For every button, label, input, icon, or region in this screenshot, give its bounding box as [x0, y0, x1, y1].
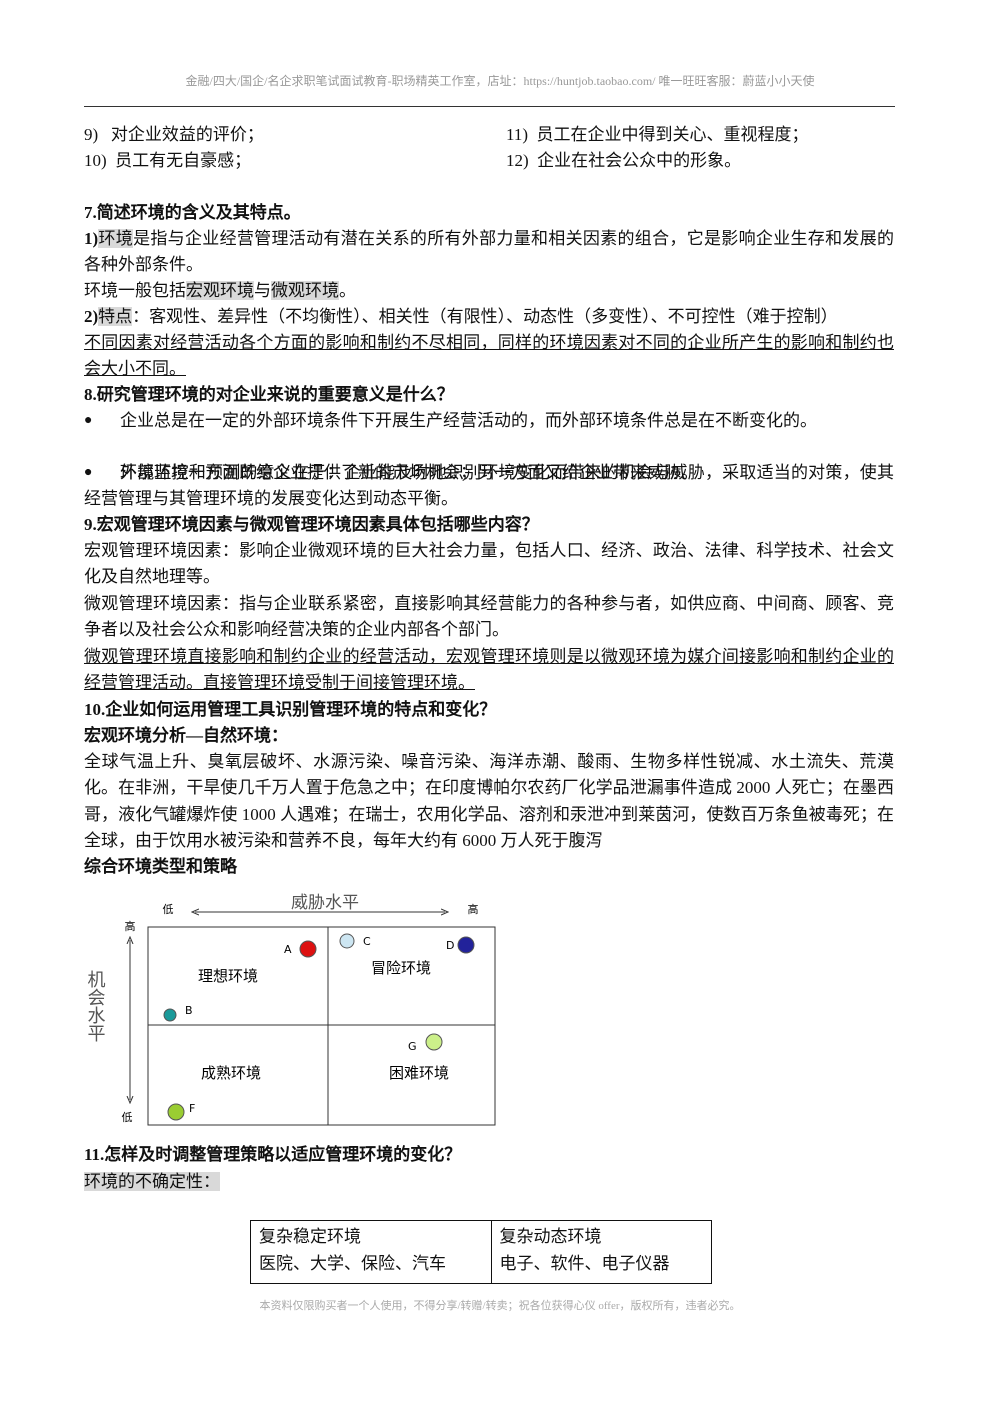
quadrant-label: 冒险环境 — [371, 959, 431, 977]
header-rule — [84, 106, 895, 107]
list-item: 10) 员工有无自豪感； — [84, 148, 894, 174]
cell-line: 电子、软件、电子仪器 — [499, 1254, 670, 1273]
point-label: A — [284, 943, 292, 956]
bullet-dot: ● — [84, 465, 93, 480]
paragraph: 环境一般包括宏观环境与微观环境。 — [84, 278, 894, 304]
text: 。 — [339, 281, 356, 300]
y-axis-label: 机会水平 — [85, 970, 106, 1042]
x-low: 低 — [163, 903, 174, 916]
num: 11) — [506, 125, 529, 144]
term: 宏观环境 — [186, 281, 254, 300]
heading: 8.研究管理环境的对企业来说的重要意义是什么？ — [84, 385, 454, 404]
text: ：客观性、差异性（不均衡性）、相关性（有限性）、动态性（多变性）、不可控性（难于… — [132, 307, 838, 326]
point — [425, 1033, 443, 1051]
matrix-frame — [147, 926, 496, 1126]
paragraph: 微观管理环境因素：指与企业联系紧密，直接影响其经营能力的各种参与者，如供应商、中… — [84, 594, 894, 640]
matrix-diagram: 低 威胁水平 高 高 低 机会水平 理想环境 冒险环境 成熟环境 困难环境 A … — [85, 893, 496, 1126]
point — [163, 1008, 177, 1022]
heading: 11.怎样及时调整管理策略以适应管理环境的变化？ — [84, 1145, 462, 1164]
text: 与 — [254, 281, 271, 300]
point — [339, 933, 355, 949]
paragraph: 不同因素对经营活动各个方面的影响和制约不尽相同，同样的环境因素对不同的企业所产生… — [84, 333, 894, 379]
cell-line: 复杂稳定环境 — [259, 1227, 361, 1246]
subheading: 宏观环境分析—自然环境： — [84, 726, 288, 745]
bullet: 外部环境一方面既给企业提供了新的市场机会；另一方面又给企业带来威胁。 — [84, 460, 894, 487]
num: 12) — [506, 151, 529, 170]
num: 9) — [84, 125, 99, 144]
cell-line: 医院、大学、保险、汽车 — [259, 1254, 446, 1273]
header: 金融/四大/国企/名企求职笔试面试教育-职场精英工作室，店址：https://h… — [185, 74, 815, 88]
quadrant-label: 理想环境 — [198, 967, 258, 985]
y-low: 低 — [122, 1111, 133, 1124]
heading: 9.宏观管理环境因素与微观管理环境因素具体包括哪些内容？ — [84, 515, 539, 534]
paragraph: 微观管理环境直接影响和制约企业的经营活动，宏观管理环境则是以微观环境为媒介间接影… — [84, 647, 894, 693]
paragraph: 全球气温上升、臭氧层破坏、水源污染、噪音污染、海洋赤潮、酸雨、生物多样性锐减、水… — [84, 752, 894, 850]
table: 复杂稳定环境医院、大学、保险、汽车 复杂动态环境电子、软件、电子仪器 — [250, 1220, 713, 1284]
text: 环境一般包括 — [84, 281, 186, 300]
point — [299, 940, 317, 958]
num: 10) — [84, 151, 107, 170]
text: 是指与企业经营管理活动有潜在关系的所有外部力量和相关因素的组合，它是影响企业生存… — [84, 229, 895, 275]
heading: 7.简述环境的含义及其特点。 — [84, 203, 301, 222]
heading: 10.企业如何运用管理工具识别管理环境的特点和变化？ — [84, 700, 497, 719]
term: 微观环境 — [271, 281, 339, 300]
term: 特点 — [98, 307, 133, 326]
bullet: ● 环境监控和预测的意义在于：企业能及时地识别环境变化而带来的机会与威胁，采取适当… — [84, 460, 894, 513]
quadrant-label: 困难环境 — [389, 1064, 449, 1082]
point-label: F — [189, 1102, 195, 1115]
table-row: 复杂稳定环境医院、大学、保险、汽车 复杂动态环境电子、软件、电子仪器 — [250, 1220, 713, 1284]
footer: 本资料仅限购买者一个人使用，不得分享/转赠/转卖；祝各位获得心仪 offer，版… — [259, 1300, 741, 1312]
text: 员工有无自豪感； — [115, 151, 252, 170]
term: 环境 — [98, 229, 134, 248]
point-label: G — [408, 1040, 417, 1053]
cell-line: 复杂动态环境 — [499, 1227, 602, 1246]
table-cell: 复杂动态环境电子、软件、电子仪器 — [490, 1220, 713, 1284]
x-axis-label: 威胁水平 — [291, 893, 359, 913]
paragraph: 2)特点：客观性、差异性（不均衡性）、相关性（有限性）、动态性（多变性）、不可控… — [84, 304, 894, 330]
point-label: B — [185, 1004, 193, 1017]
list-item: 9) 对企业效益的评价； — [84, 122, 894, 148]
paragraph: 1)环境是指与企业经营管理活动有潜在关系的所有外部力量和相关因素的组合，它是影响… — [84, 226, 894, 279]
table-cell: 复杂稳定环境医院、大学、保险、汽车 — [250, 1220, 492, 1284]
text: 对企业效益的评价； — [110, 125, 264, 144]
point — [167, 1103, 185, 1121]
text: 员工在企业中得到关心、重视程度； — [536, 125, 809, 144]
paragraph: 宏观管理环境因素：影响企业微观环境的巨大社会力量，包括人口、经济、政治、法律、科… — [84, 541, 894, 587]
quadrant-label: 成熟环境 — [201, 1064, 261, 1082]
num: 1) — [84, 229, 99, 248]
point-label: C — [363, 935, 371, 948]
point-label: D — [446, 939, 454, 952]
text: 企业在社会公众中的形象。 — [537, 151, 742, 170]
num: 2) — [84, 307, 99, 326]
subheading: 综合环境类型和策略 — [84, 857, 237, 876]
bullet: 企业总是在一定的外部环境条件下开展生产经营活动的，而外部环境条件总是在不断变化的… — [84, 408, 894, 435]
text: 环境监控和预测的意义在于：企业能及时地识别环境变化而带来的机会与威胁，采取适当的… — [84, 463, 894, 509]
list-item: 11) 员工在企业中得到关心、重视程度； — [506, 122, 896, 148]
point — [457, 936, 475, 954]
list-item: 12) 企业在社会公众中的形象。 — [506, 148, 896, 174]
paragraph: 环境的不确定性： — [84, 1169, 894, 1195]
x-high: 高 — [468, 902, 479, 916]
y-high: 高 — [125, 919, 136, 933]
term: 环境的不确定性： — [84, 1172, 220, 1191]
